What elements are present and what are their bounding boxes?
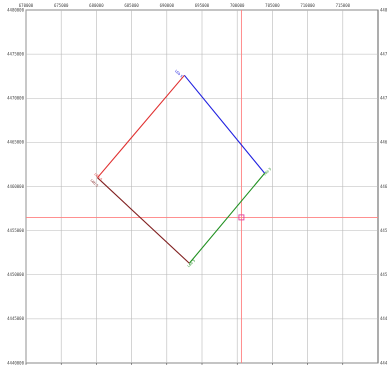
x-tick-label-top: 705000: [265, 3, 280, 8]
y-tick-label-right: 446: [380, 140, 388, 145]
y-tick-label-left: 4465000: [7, 140, 24, 145]
tick-labels: 670000 675000 680000 685000 690000 695000 7000…: [7, 3, 388, 365]
boundary-lines: [97, 74, 266, 264]
y-tick-label-right: 444: [380, 360, 388, 365]
y-tick-label-right: 448: [380, 7, 388, 12]
x-tick-label-top: 675000: [54, 3, 69, 8]
segment-label: L6b 5: [174, 69, 184, 79]
y-tick-label-right: 445: [380, 272, 388, 277]
y-tick-label-right: 447: [380, 51, 388, 56]
boundary-line: [183, 74, 266, 174]
y-tick-label-left: 4445000: [7, 316, 24, 321]
x-tick-label-top: 670000: [19, 3, 34, 8]
segment-label: L6b 5: [263, 167, 273, 177]
crosshair-marker: [238, 214, 245, 221]
y-tick-label-right: 445: [380, 228, 388, 233]
boundary-line: [97, 74, 185, 179]
x-tick-label-top: 715000: [336, 3, 351, 8]
y-tick-label-left: 4450000: [7, 272, 24, 277]
x-tick-label-top: 695000: [195, 3, 210, 8]
x-tick-label-top: 685000: [124, 3, 139, 8]
boundary-line: [188, 172, 266, 264]
segment-label: L6b 5: [90, 178, 100, 188]
y-tick-label-right: 444: [380, 316, 388, 321]
y-tick-label-left: 4460000: [7, 184, 24, 189]
x-tick-label-top: 690000: [160, 3, 175, 8]
segment-label: L6b 5: [187, 259, 197, 269]
segment-label: L6b 5: [93, 172, 103, 182]
x-tick-label-top: 700000: [230, 3, 245, 8]
crosshair: [26, 10, 378, 363]
y-tick-label-left: 4440000: [7, 360, 24, 365]
x-tick-label-top: 710000: [300, 3, 315, 8]
y-tick-label-left: 4475000: [7, 51, 24, 56]
y-tick-label-right: 446: [380, 184, 388, 189]
y-tick-label-right: 447: [380, 96, 388, 101]
y-tick-label-left: 4455000: [7, 228, 24, 233]
y-tick-label-left: 4480000: [7, 7, 24, 12]
boundary-line: [97, 177, 190, 264]
y-tick-label-left: 4470000: [7, 96, 24, 101]
grid-lines: [25, 9, 378, 364]
x-tick-label-top: 680000: [89, 3, 104, 8]
